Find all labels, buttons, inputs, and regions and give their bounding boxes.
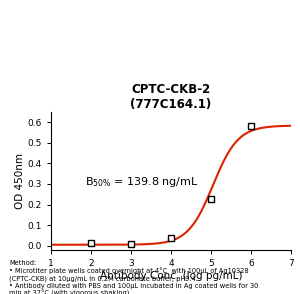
Text: Method:
• Microtiter plate wells coated overnight at 4°C  with 100μL of Ag10328
: Method: • Microtiter plate wells coated … [9,260,258,294]
X-axis label: Antibody Conc. (log pg/mL): Antibody Conc. (log pg/mL) [100,271,242,281]
Text: B$_{50\%}$ = 139.8 ng/mL: B$_{50\%}$ = 139.8 ng/mL [85,175,199,189]
Title: CPTC-CKB-2
(777C164.1): CPTC-CKB-2 (777C164.1) [130,83,212,111]
Y-axis label: OD 450nm: OD 450nm [15,153,25,209]
